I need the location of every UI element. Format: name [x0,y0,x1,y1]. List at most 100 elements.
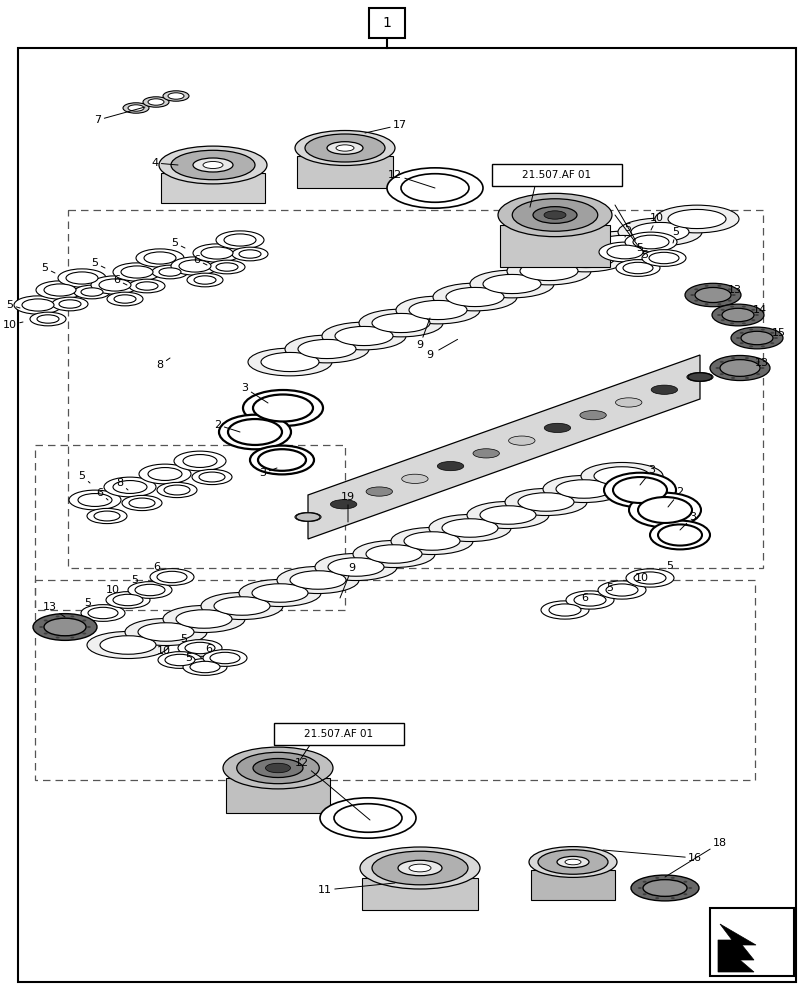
Ellipse shape [258,449,306,471]
Ellipse shape [719,373,723,375]
Ellipse shape [100,636,156,654]
Ellipse shape [163,605,245,633]
Text: 10: 10 [3,320,23,330]
Text: 8: 8 [157,358,169,370]
Ellipse shape [22,299,54,311]
Ellipse shape [654,205,738,233]
Ellipse shape [298,339,355,359]
Ellipse shape [87,626,91,628]
Ellipse shape [219,415,290,449]
Ellipse shape [333,804,401,832]
Ellipse shape [441,519,497,537]
Ellipse shape [508,436,534,445]
Text: 5: 5 [41,263,55,273]
Ellipse shape [121,266,152,278]
Ellipse shape [504,488,586,516]
Text: 6: 6 [193,255,207,265]
Ellipse shape [642,250,685,266]
Ellipse shape [277,566,358,594]
Ellipse shape [190,661,220,673]
Text: 10: 10 [649,213,663,230]
Ellipse shape [178,640,221,656]
Text: 5: 5 [624,223,631,237]
Ellipse shape [754,314,758,316]
Text: 12: 12 [388,170,435,188]
Text: 10: 10 [634,573,648,583]
Ellipse shape [432,283,517,311]
Ellipse shape [730,377,734,379]
Ellipse shape [654,897,659,899]
Text: 5: 5 [131,575,139,585]
Text: 5: 5 [614,205,642,253]
Ellipse shape [729,306,733,308]
Ellipse shape [532,207,577,223]
Ellipse shape [687,373,711,381]
Ellipse shape [91,276,139,294]
Ellipse shape [148,468,182,480]
Ellipse shape [409,300,466,320]
Ellipse shape [716,285,720,287]
Ellipse shape [624,232,676,252]
Ellipse shape [760,367,764,369]
Text: 5: 5 [666,561,672,571]
Polygon shape [307,355,699,539]
Ellipse shape [171,150,255,180]
Ellipse shape [305,134,384,162]
Ellipse shape [704,285,708,287]
Ellipse shape [538,850,607,874]
Text: 5: 5 [84,598,92,608]
Ellipse shape [122,495,162,511]
Ellipse shape [755,373,759,375]
Ellipse shape [670,877,674,879]
Ellipse shape [391,527,473,555]
Ellipse shape [750,309,754,311]
Ellipse shape [686,372,712,382]
Ellipse shape [729,322,733,324]
Ellipse shape [203,162,223,169]
Ellipse shape [250,446,314,474]
Ellipse shape [353,540,435,568]
Ellipse shape [135,282,158,290]
Ellipse shape [466,501,548,529]
Ellipse shape [320,798,415,838]
Ellipse shape [285,335,368,363]
Bar [35,580,754,780]
Ellipse shape [71,615,75,617]
Ellipse shape [238,250,260,258]
Ellipse shape [104,477,156,497]
Ellipse shape [327,142,363,154]
Ellipse shape [182,455,217,467]
Text: 6: 6 [114,275,127,285]
Text: 6: 6 [205,644,212,654]
Ellipse shape [721,308,753,322]
Ellipse shape [208,260,245,274]
Ellipse shape [397,860,441,876]
Ellipse shape [565,591,613,609]
Ellipse shape [683,893,687,895]
Ellipse shape [216,231,264,249]
Ellipse shape [315,553,397,581]
Ellipse shape [683,881,687,883]
Ellipse shape [330,500,356,509]
Ellipse shape [603,473,676,507]
Ellipse shape [428,514,510,542]
Ellipse shape [528,847,616,877]
Ellipse shape [94,511,120,521]
Ellipse shape [113,594,143,606]
Ellipse shape [122,103,148,113]
Text: 3: 3 [639,465,654,485]
Ellipse shape [612,477,666,503]
Ellipse shape [294,131,394,166]
Ellipse shape [87,631,169,659]
Polygon shape [225,778,329,813]
Ellipse shape [74,285,109,299]
Ellipse shape [637,887,641,889]
Ellipse shape [335,326,393,346]
Ellipse shape [749,329,753,331]
Ellipse shape [30,312,66,326]
Polygon shape [530,870,614,900]
Ellipse shape [224,234,255,246]
Bar [68,210,762,568]
Ellipse shape [720,319,723,321]
Text: 6: 6 [97,488,108,500]
